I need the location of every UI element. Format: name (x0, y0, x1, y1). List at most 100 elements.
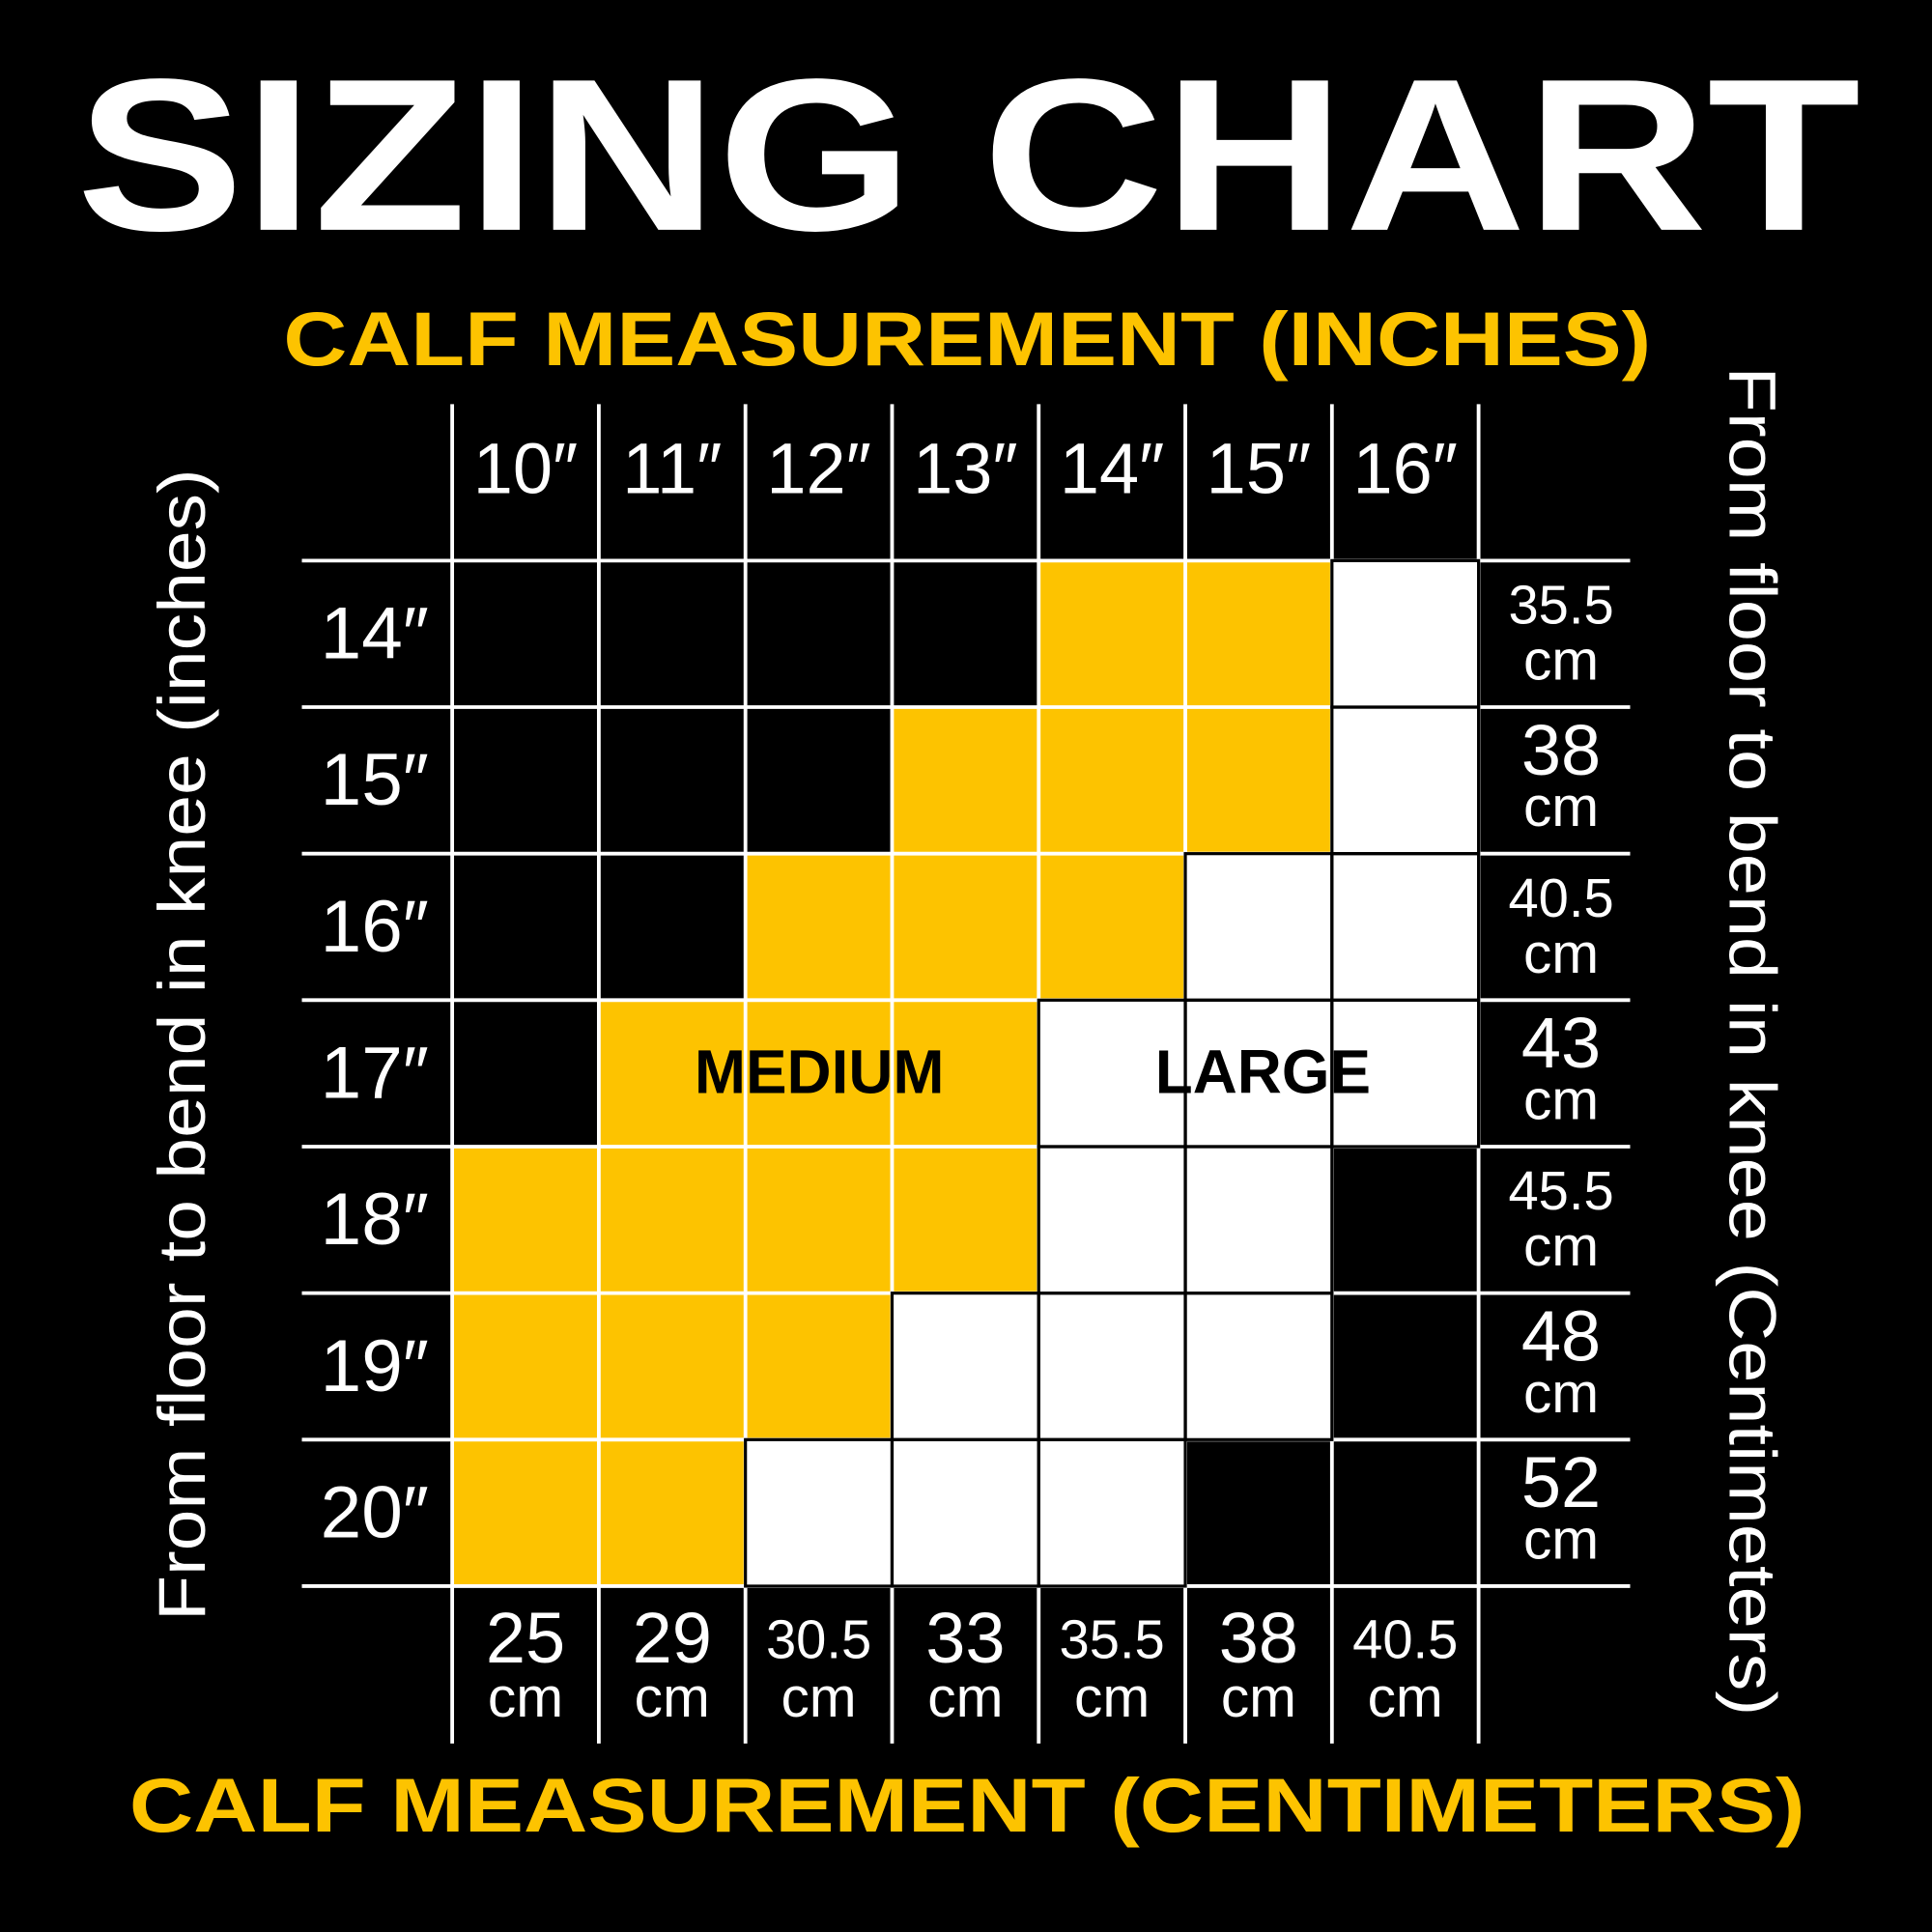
row-cm-unit: cm (1523, 923, 1599, 985)
cell (1185, 1293, 1332, 1440)
top-label: CALF MEASUREMENT (INCHES) (283, 296, 1651, 382)
row-cm-value: 52 (1521, 1442, 1601, 1522)
cell (745, 560, 893, 708)
column-cm-value: 38 (1219, 1598, 1298, 1678)
column-cm-value: 35.5 (1060, 1608, 1165, 1669)
column-cm-unit: cm (1221, 1666, 1296, 1729)
bottom-label: CALF MEASUREMENT (CENTIMETERS) (129, 1762, 1805, 1848)
size-label: LARGE (1155, 1037, 1371, 1107)
column-cm-value: 25 (486, 1598, 565, 1678)
cell (1331, 853, 1479, 1001)
cell (1185, 707, 1332, 854)
cell (1331, 1000, 1479, 1147)
cell-outline (1037, 1437, 1187, 1588)
cell (452, 853, 599, 1001)
column-cm-unit: cm (488, 1666, 563, 1729)
column-label: 14″ (1060, 429, 1164, 509)
cell (1331, 707, 1479, 854)
cell (892, 1000, 1039, 1147)
row-label: 20″ (321, 1471, 429, 1553)
column-label: 11″ (622, 429, 722, 509)
column-cm-unit: cm (1074, 1666, 1150, 1729)
row-cm-value: 35.5 (1508, 575, 1613, 636)
cell (598, 1000, 746, 1147)
cell (892, 560, 1039, 708)
grid: 10″25cm11″29cm12″30.5cm13″33cm14″35.5cm1… (301, 404, 1631, 1744)
row-label: 15″ (321, 739, 429, 821)
right-label: From floor to bend in knee (Centimeters) (1715, 366, 1789, 1716)
cell-outline (1183, 1292, 1334, 1441)
cell-outline (1330, 998, 1481, 1149)
cell (452, 1146, 599, 1293)
cell (1185, 1439, 1332, 1586)
cell (892, 1146, 1039, 1293)
cell (1331, 560, 1479, 708)
cell (1185, 1146, 1332, 1293)
cell (745, 1439, 893, 1586)
title: SIZING CHART (76, 34, 1861, 276)
cell (745, 1293, 893, 1440)
cell (1038, 1439, 1186, 1586)
cell (1331, 1293, 1479, 1440)
row-cm-value: 38 (1521, 710, 1601, 790)
column-cm-value: 30.5 (766, 1608, 871, 1669)
column-label: 12″ (766, 429, 870, 509)
row-label: 18″ (321, 1179, 429, 1261)
cell (892, 1439, 1039, 1586)
column-cm-value: 40.5 (1352, 1608, 1458, 1669)
cell (892, 1293, 1039, 1440)
cell (598, 1439, 746, 1586)
cell (745, 853, 893, 1001)
row-cm-value: 48 (1521, 1296, 1601, 1377)
cell (1185, 1000, 1332, 1147)
cell (598, 853, 746, 1001)
cell (1331, 1439, 1479, 1586)
column-cm-value: 29 (633, 1598, 712, 1678)
left-label: From floor to bend in knee (inches) (145, 469, 219, 1621)
cell (598, 560, 746, 708)
column-cm-value: 33 (925, 1598, 1005, 1678)
cell (452, 560, 599, 708)
column-label: 16″ (1352, 429, 1457, 509)
cell (745, 707, 893, 854)
cell (1038, 1146, 1186, 1293)
row-label: 16″ (321, 886, 429, 968)
row-label: 17″ (321, 1032, 429, 1114)
cell (598, 1293, 746, 1440)
row-cm-unit: cm (1523, 1509, 1599, 1572)
cell (892, 853, 1039, 1001)
cell (745, 1146, 893, 1293)
column-cm-unit: cm (927, 1666, 1003, 1729)
row-label: 14″ (321, 593, 429, 675)
row-cm-unit: cm (1523, 1069, 1599, 1132)
column-cm-unit: cm (781, 1666, 856, 1729)
cell (598, 1146, 746, 1293)
row-cm-value: 43 (1521, 1003, 1601, 1083)
row-cm-unit: cm (1523, 1362, 1599, 1425)
cell (1038, 707, 1186, 854)
cell (1038, 1293, 1186, 1440)
cell (452, 1000, 599, 1147)
cell (1185, 853, 1332, 1001)
row-cm-unit: cm (1523, 776, 1599, 838)
column-label: 10″ (473, 429, 578, 509)
cell (452, 707, 599, 854)
column-label: 15″ (1207, 429, 1311, 509)
row-cm-value: 45.5 (1508, 1160, 1613, 1221)
cell (1038, 853, 1186, 1001)
row-label: 19″ (321, 1325, 429, 1407)
cell (1038, 560, 1186, 708)
column-cm-unit: cm (635, 1666, 710, 1729)
cell (892, 707, 1039, 854)
cell (1038, 1000, 1186, 1147)
row-cm-value: 40.5 (1508, 867, 1613, 928)
cell (1185, 560, 1332, 708)
column-label: 13″ (913, 429, 1017, 509)
cell (1331, 1146, 1479, 1293)
cell (598, 707, 746, 854)
row-cm-unit: cm (1523, 630, 1599, 693)
cell (745, 1000, 893, 1147)
column-cm-unit: cm (1368, 1666, 1443, 1729)
cell (452, 1293, 599, 1440)
